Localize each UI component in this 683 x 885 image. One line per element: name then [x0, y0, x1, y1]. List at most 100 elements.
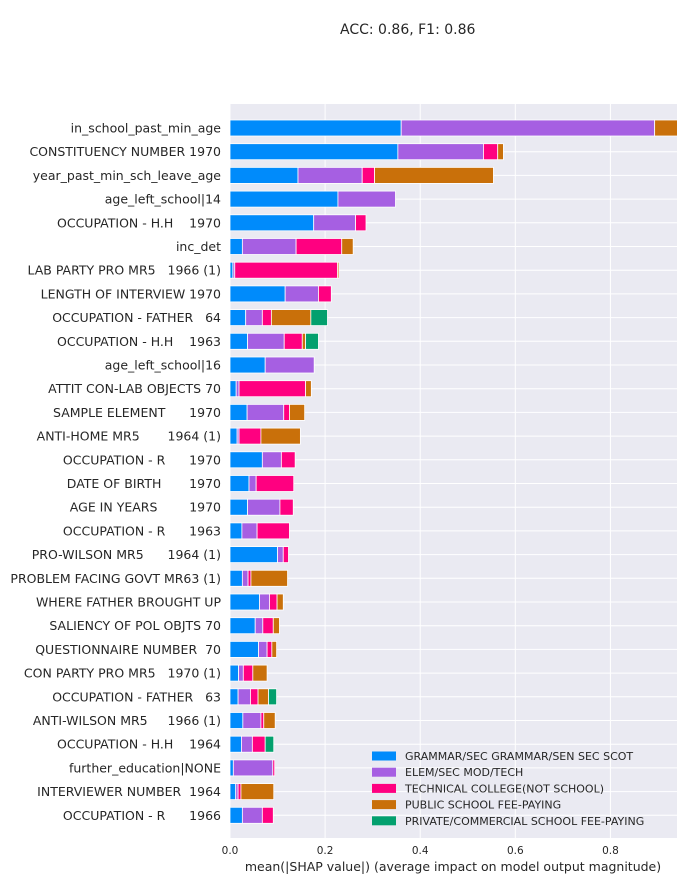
bar-segment: [230, 403, 248, 421]
y-tick-label: AGE IN YEARS 1970: [70, 500, 221, 515]
bar-segment: [241, 238, 297, 255]
bar-segment: [230, 688, 239, 706]
bar-segment: [230, 119, 402, 137]
bar-segment: [261, 309, 272, 327]
legend-swatch: [372, 816, 396, 826]
y-tick-label: OCCUPATION - R 1963: [63, 523, 221, 538]
bar-segment: [374, 166, 494, 184]
bar-segment: [266, 641, 273, 658]
y-tick-label: DATE OF BIRTH 1970: [67, 476, 221, 491]
bar-segment: [234, 261, 338, 279]
bar-segment: [337, 261, 340, 279]
bar-segment: [230, 522, 243, 540]
bar-segment: [230, 546, 278, 563]
bar-segment: [241, 522, 258, 540]
bar-segment: [238, 380, 307, 398]
y-tick-label: OCCUPATION - R 1970: [63, 452, 221, 467]
bar-segment: [230, 475, 250, 492]
bar-segment: [259, 593, 270, 611]
bar-segment: [397, 143, 484, 161]
legend-label: GRAMMAR/SEC GRAMMAR/SEN SEC SCOT: [405, 750, 633, 763]
x-tick-label: 0.8: [602, 845, 619, 857]
bar-segment: [305, 332, 319, 350]
bar-segment: [230, 617, 256, 635]
bar-segment: [230, 641, 259, 658]
bar-segment: [230, 214, 315, 232]
bar-segment: [254, 617, 264, 635]
bar-segment: [230, 332, 248, 350]
y-tick-label: age_left_school|14: [105, 192, 221, 207]
bar-segment: [305, 380, 312, 398]
bar-segment: [230, 451, 263, 469]
bar-segment: [256, 522, 290, 540]
bar-segment: [241, 806, 263, 824]
bar-segment: [230, 190, 339, 208]
bar-segment: [235, 380, 240, 398]
bar-segment: [497, 143, 504, 161]
bar-segment: [238, 664, 244, 682]
bar-segment: [230, 427, 238, 445]
bar-segment: [237, 688, 251, 706]
bar-segment: [264, 356, 315, 374]
y-tick-label: year_past_min_sch_leave_age: [33, 168, 222, 183]
bar-segment: [247, 569, 252, 587]
bar-segment: [268, 688, 278, 706]
bar-segment: [283, 332, 303, 350]
bar-segment: [341, 238, 354, 255]
y-tick-label: OCCUPATION - FATHER 63: [52, 689, 221, 704]
bar-segment: [241, 569, 249, 587]
bar-segment: [355, 214, 367, 232]
bar-segment: [284, 285, 319, 303]
bar-segment: [295, 238, 343, 255]
chart-title: ACC: 0.86, F1: 0.86: [340, 22, 476, 38]
bars: [230, 119, 677, 824]
bar-segment: [230, 498, 248, 516]
y-tick-label: ATTIT CON-LAB OBJECTS 70: [48, 381, 221, 396]
y-tick-label: LAB PARTY PRO MR5 1966 (1): [27, 263, 221, 278]
legend-label: TECHNICAL COLLEGE(NOT SCHOOL): [404, 782, 604, 795]
bar-segment: [242, 664, 254, 682]
bar-segment: [297, 166, 363, 184]
y-tick-label: age_left_school|16: [105, 358, 221, 373]
bar-segment: [263, 712, 276, 729]
bar-segment: [248, 475, 257, 492]
y-tick-label: CON PARTY PRO MR5 1970 (1): [24, 666, 221, 681]
legend-label: PUBLIC SCHOOL FEE-PAYING: [405, 799, 561, 812]
bar-segment: [313, 214, 356, 232]
bar-segment: [264, 735, 275, 753]
y-tick-label: ANTI-HOME MR5 1964 (1): [37, 429, 221, 444]
bar-segment: [230, 143, 399, 161]
bar-segment: [230, 309, 247, 327]
bar-segment: [270, 309, 312, 327]
bar-segment: [245, 309, 263, 327]
bar-segment: [301, 332, 307, 350]
legend-label: ELEM/SEC MOD/TECH: [405, 766, 523, 779]
bar-segment: [260, 427, 301, 445]
bar-segment: [230, 261, 234, 279]
bar-segment: [271, 641, 278, 658]
bar-segment: [247, 498, 281, 516]
bar-segment: [237, 783, 242, 800]
bar-segment: [246, 403, 285, 421]
bar-segment: [269, 593, 278, 611]
bar-segment: [283, 403, 290, 421]
bar-segment: [230, 238, 243, 255]
bar-segment: [247, 332, 285, 350]
bar-segment: [654, 119, 677, 137]
bar-segment: [282, 546, 289, 563]
bar-segment: [230, 735, 242, 753]
bar-segment: [361, 166, 375, 184]
bar-segment: [280, 451, 296, 469]
bar-segment: [230, 783, 237, 800]
y-tick-label: SAMPLE ELEMENT 1970: [53, 405, 221, 420]
y-tick-label: PRO-WILSON MR5 1964 (1): [32, 547, 221, 562]
bar-segment: [230, 593, 260, 611]
legend-swatch: [372, 751, 396, 761]
y-tick-label: INTERVIEWER NUMBER 1964: [37, 784, 221, 799]
y-tick-label: QUESTIONNAIRE NUMBER 70: [35, 642, 221, 657]
bar-segment: [257, 688, 269, 706]
y-tick-label: OCCUPATION - H.H 1963: [57, 334, 221, 349]
y-tick-label: in_school_past_min_age: [71, 121, 222, 136]
x-tick-label: 0.0: [222, 845, 239, 857]
bar-segment: [258, 641, 268, 658]
